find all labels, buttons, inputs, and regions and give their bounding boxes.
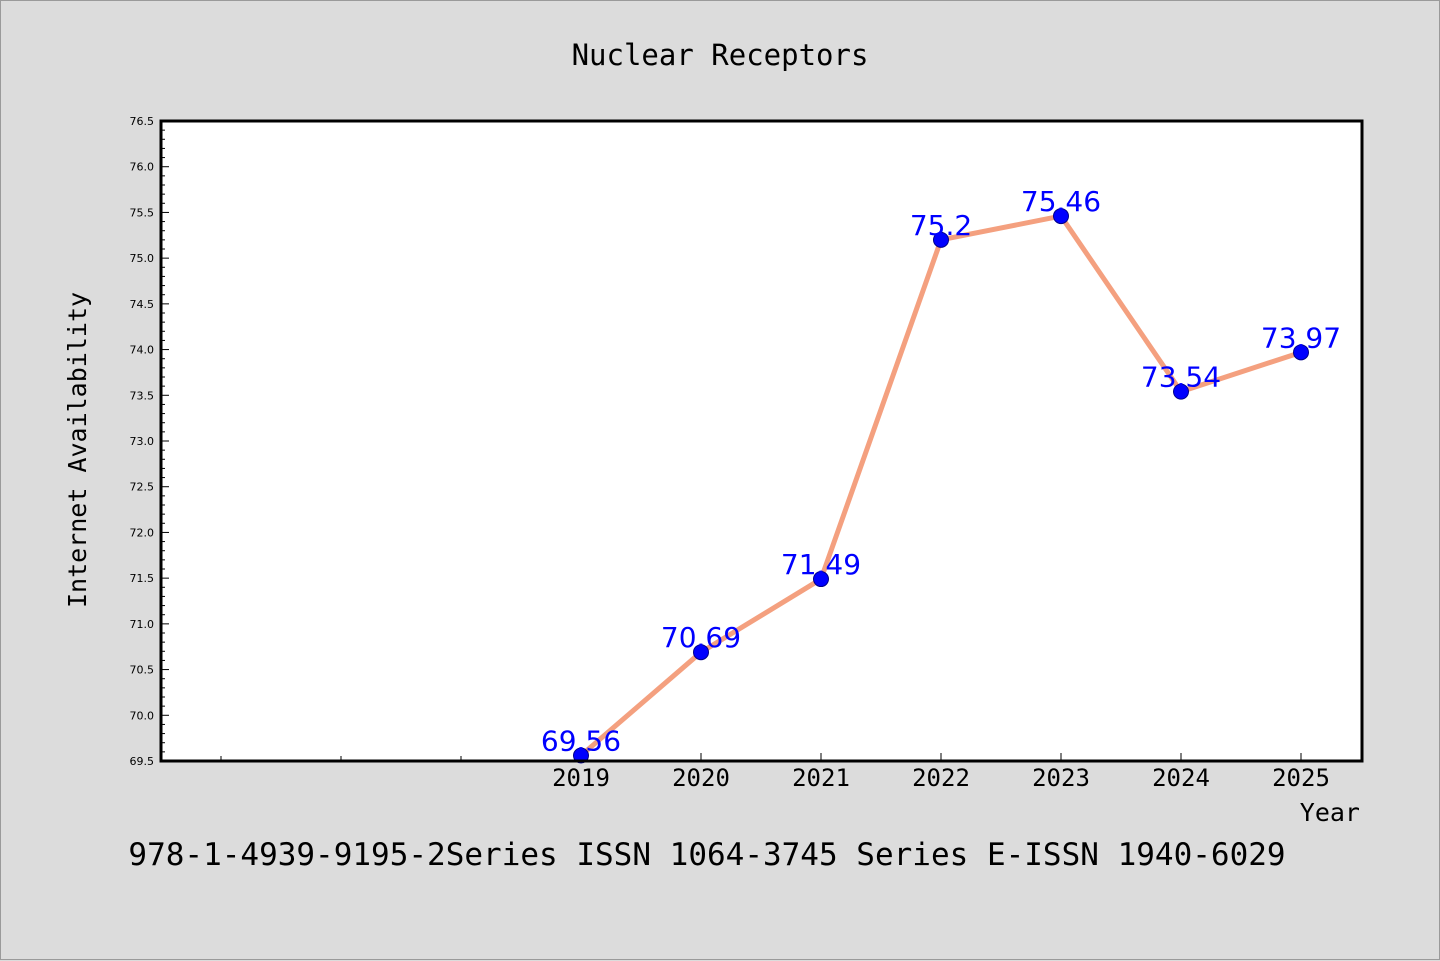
plot-frame <box>159 119 1364 763</box>
data-point-marker <box>573 747 589 764</box>
y-tick-label: 72.0 <box>130 526 155 539</box>
data-point-marker <box>1293 344 1309 361</box>
footer-isbn-issn: 978-1-4939-9195-2Series ISSN 1064-3745 S… <box>128 837 1285 873</box>
data-label: 71.49 <box>781 548 861 581</box>
y-tick-label: 75.5 <box>130 206 155 219</box>
data-label: 75.2 <box>910 209 972 242</box>
data-label: 73.54 <box>1141 361 1221 394</box>
y-tick-label: 71.0 <box>130 618 155 631</box>
y-tick-label: 74.5 <box>130 298 155 311</box>
x-tick-label: 2019 <box>552 764 610 792</box>
y-tick-label: 73.5 <box>130 389 155 402</box>
data-point-marker <box>813 571 829 588</box>
y-tick-label: 71.5 <box>130 572 155 585</box>
data-label: 73.97 <box>1261 321 1341 354</box>
y-tick-label: 70.0 <box>130 709 155 722</box>
series-line-group: 69.56 70.69 71.49 75.2 75.46 73.54 73.97 <box>541 185 1341 764</box>
x-tick-label: 2025 <box>1272 764 1330 792</box>
y-tick-label: 70.5 <box>130 664 155 677</box>
data-point-marker <box>1173 383 1189 400</box>
y-tick-label: 73.0 <box>130 435 155 448</box>
plot-area <box>161 121 1362 761</box>
y-tick-label: 76.0 <box>130 161 155 174</box>
x-tick-label: 2023 <box>1032 764 1090 792</box>
x-tick-label: 2021 <box>792 764 850 792</box>
x-tick-label: 2024 <box>1152 764 1210 792</box>
data-point-marker <box>693 644 709 661</box>
x-axis: 2019 2020 2021 2022 2023 2024 2025 <box>220 753 1330 792</box>
data-label: 75.46 <box>1021 185 1101 218</box>
data-point-marker <box>1053 208 1069 225</box>
y-tick-label: 74.0 <box>130 344 155 357</box>
chart-title: Nuclear Receptors <box>572 38 869 72</box>
x-tick-label: 2020 <box>672 764 730 792</box>
y-tick-label: 76.5 <box>130 115 155 128</box>
data-point-marker <box>933 231 949 248</box>
x-axis-label: Year <box>1300 798 1360 827</box>
y-tick-label: 75.0 <box>130 252 155 265</box>
y-tick-label: 69.5 <box>130 755 155 768</box>
y-axis-label: Internet Availability <box>63 292 92 608</box>
y-tick-label: 72.5 <box>130 481 155 494</box>
x-tick-label: 2022 <box>912 764 970 792</box>
data-label: 70.69 <box>661 621 741 654</box>
data-label: 69.56 <box>541 725 621 758</box>
